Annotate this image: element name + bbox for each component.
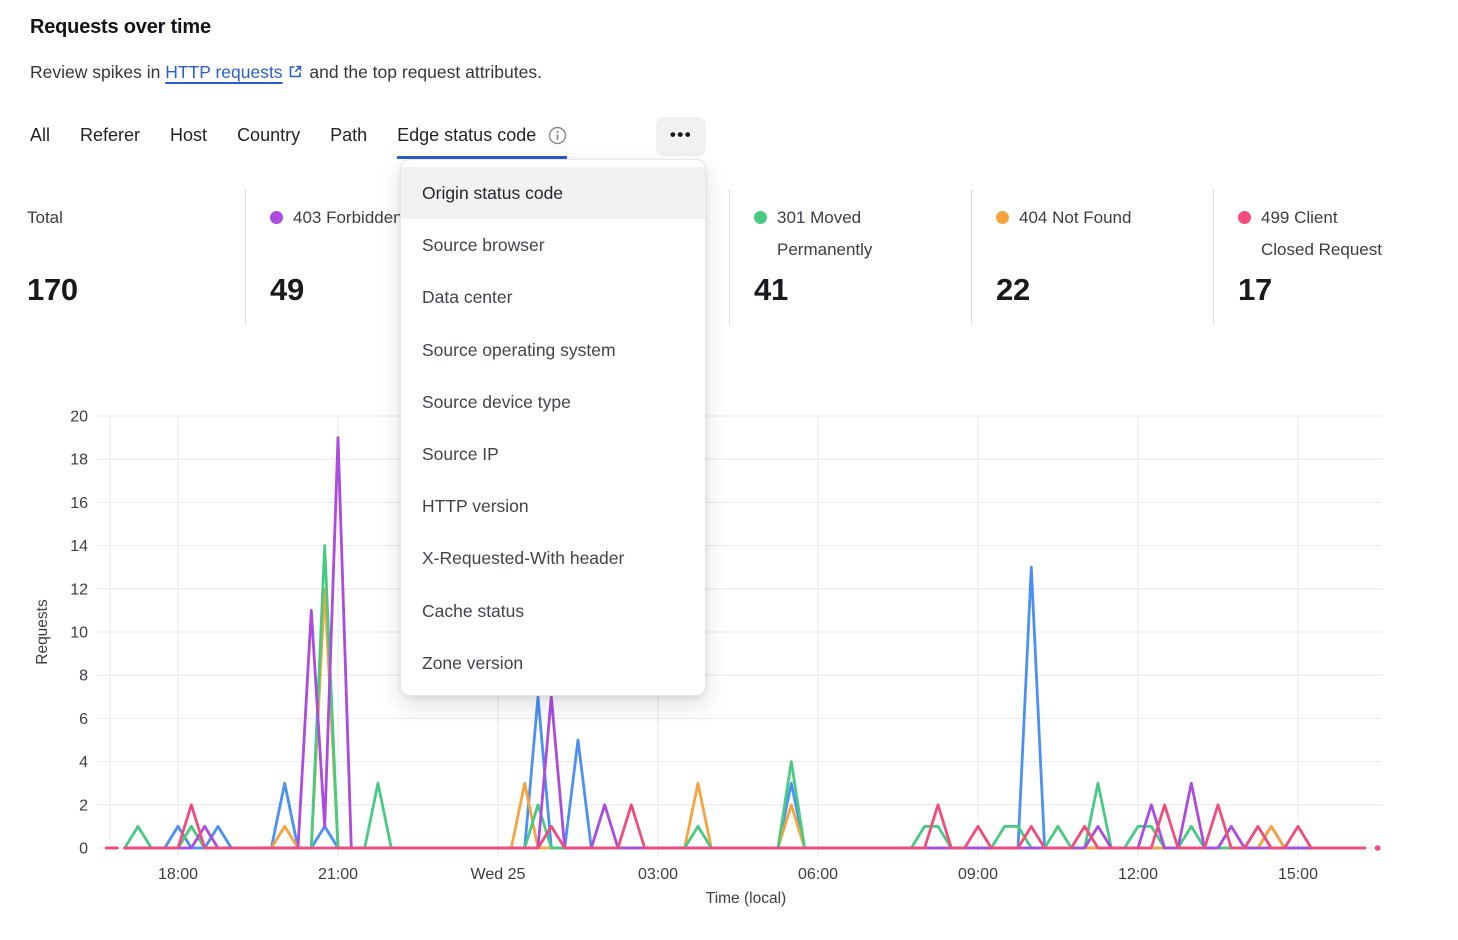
external-link-icon	[289, 65, 301, 78]
series-end-dot-pink	[1374, 845, 1381, 851]
http-requests-link[interactable]: HTTP requests	[165, 62, 283, 82]
y-tick-label: 20	[70, 409, 88, 426]
more-tabs-button[interactable]: •••	[656, 117, 706, 156]
tab-label: Referer	[80, 125, 141, 145]
stat-label: 499 Client Closed Request	[1238, 202, 1447, 266]
subtitle-suffix: and the top request attributes.	[304, 62, 542, 82]
menu-item-x-requested-with-header[interactable]: X-Requested-With header	[422, 548, 625, 569]
attribute-tab-bar: All Referer Host Country Path Edge status cod…	[30, 118, 568, 159]
tab-edge-status-code[interactable]: Edge status code	[397, 118, 568, 159]
stat-label-text: 301 Moved Permanently	[777, 208, 873, 259]
series-color-dot	[754, 211, 767, 224]
tab-host[interactable]: Host	[170, 118, 207, 159]
stat-label: 301 Moved Permanently	[754, 202, 963, 266]
x-tick-label: 03:00	[638, 866, 678, 883]
x-tick-label: 09:00	[958, 866, 998, 883]
stats-summary-row: Total 170 403 Forbidden 49 301 Moved Permane…	[3, 190, 1455, 325]
y-tick-label: 4	[79, 754, 88, 771]
series-color-dot	[1238, 211, 1251, 224]
y-tick-label: 10	[70, 625, 88, 642]
menu-item-zone-version[interactable]: Zone version	[422, 652, 524, 673]
stat-label: Total	[27, 202, 237, 234]
tab-all[interactable]: All	[30, 118, 50, 159]
series-line-green	[123, 544, 1366, 850]
active-tab-underline	[397, 156, 568, 159]
stat-column: 404 Not Found 22	[971, 190, 1213, 325]
stat-column: 301 Moved Permanently 41	[729, 190, 971, 325]
series-line-pink	[123, 803, 1366, 850]
x-axis-title: Time (local)	[706, 890, 786, 907]
menu-item-cache-status[interactable]: Cache status	[422, 600, 525, 621]
y-tick-label: 12	[70, 581, 88, 598]
x-tick-label: 18:00	[158, 866, 198, 883]
stat-label-text: 404 Not Found	[1019, 208, 1132, 227]
tab-country[interactable]: Country	[237, 118, 300, 159]
stat-value: 41	[754, 272, 788, 307]
subtitle: Review spikes in HTTP requests and the t…	[30, 62, 542, 83]
y-tick-label: 14	[70, 538, 88, 555]
y-tick-label: 2	[79, 797, 88, 814]
tab-label: Host	[170, 125, 208, 145]
y-axis-title: Requests	[34, 599, 51, 665]
y-tick-label: 8	[79, 668, 88, 685]
x-tick-label: 12:00	[1118, 866, 1158, 883]
stat-value: 22	[996, 272, 1030, 307]
x-tick-label: Wed 25	[471, 866, 526, 883]
stat-column: Total 170	[3, 190, 245, 325]
menu-item-source-browser[interactable]: Source browser	[422, 235, 545, 256]
stat-column: 403 Forbidden 49	[245, 190, 487, 325]
stat-value: 17	[1238, 272, 1272, 307]
y-tick-label: 18	[70, 452, 88, 469]
menu-item-data-center[interactable]: Data center	[422, 287, 513, 308]
y-tick-label: 6	[79, 711, 88, 728]
page-title: Requests over time	[30, 16, 211, 38]
menu-item-source-ip[interactable]: Source IP	[422, 443, 499, 464]
tab-label: Edge status code	[397, 125, 537, 145]
stat-label-text: 403 Forbidden	[293, 208, 403, 227]
menu-item-http-version[interactable]: HTTP version	[422, 496, 529, 517]
tab-path[interactable]: Path	[330, 118, 367, 159]
stat-label: 404 Not Found	[996, 202, 1205, 234]
stat-label-text: Total	[27, 208, 63, 227]
ellipsis-icon: •••	[669, 125, 693, 144]
stat-value: 170	[27, 272, 78, 307]
series-color-dot	[996, 211, 1009, 224]
stat-label: 403 Forbidden	[270, 202, 479, 234]
x-tick-label: 21:00	[318, 866, 358, 883]
menu-item-source-device-type[interactable]: Source device type	[422, 391, 571, 412]
x-tick-label: 06:00	[798, 866, 838, 883]
menu-item-source-operating-system[interactable]: Source operating system	[422, 339, 616, 360]
tab-label: All	[30, 125, 51, 145]
tab-referer[interactable]: Referer	[80, 118, 140, 159]
stat-label-text: 499 Client Closed Request	[1261, 208, 1382, 259]
attribute-dropdown-menu: Origin status code Source browser Data cen…	[400, 159, 706, 696]
series-line-purple	[123, 436, 1366, 850]
info-icon[interactable]	[548, 126, 567, 145]
subtitle-prefix: Review spikes in	[30, 62, 166, 82]
stat-column: 499 Client Closed Request 17	[1213, 190, 1455, 325]
tab-label: Country	[237, 125, 301, 145]
y-tick-label: 16	[70, 495, 88, 512]
series-color-dot	[270, 211, 283, 224]
y-tick-label: 0	[79, 841, 88, 858]
menu-item-origin-status-code[interactable]: Origin status code	[401, 167, 705, 220]
x-tick-label: 15:00	[1278, 866, 1318, 883]
tab-label: Path	[330, 125, 368, 145]
stat-value: 49	[270, 272, 304, 307]
